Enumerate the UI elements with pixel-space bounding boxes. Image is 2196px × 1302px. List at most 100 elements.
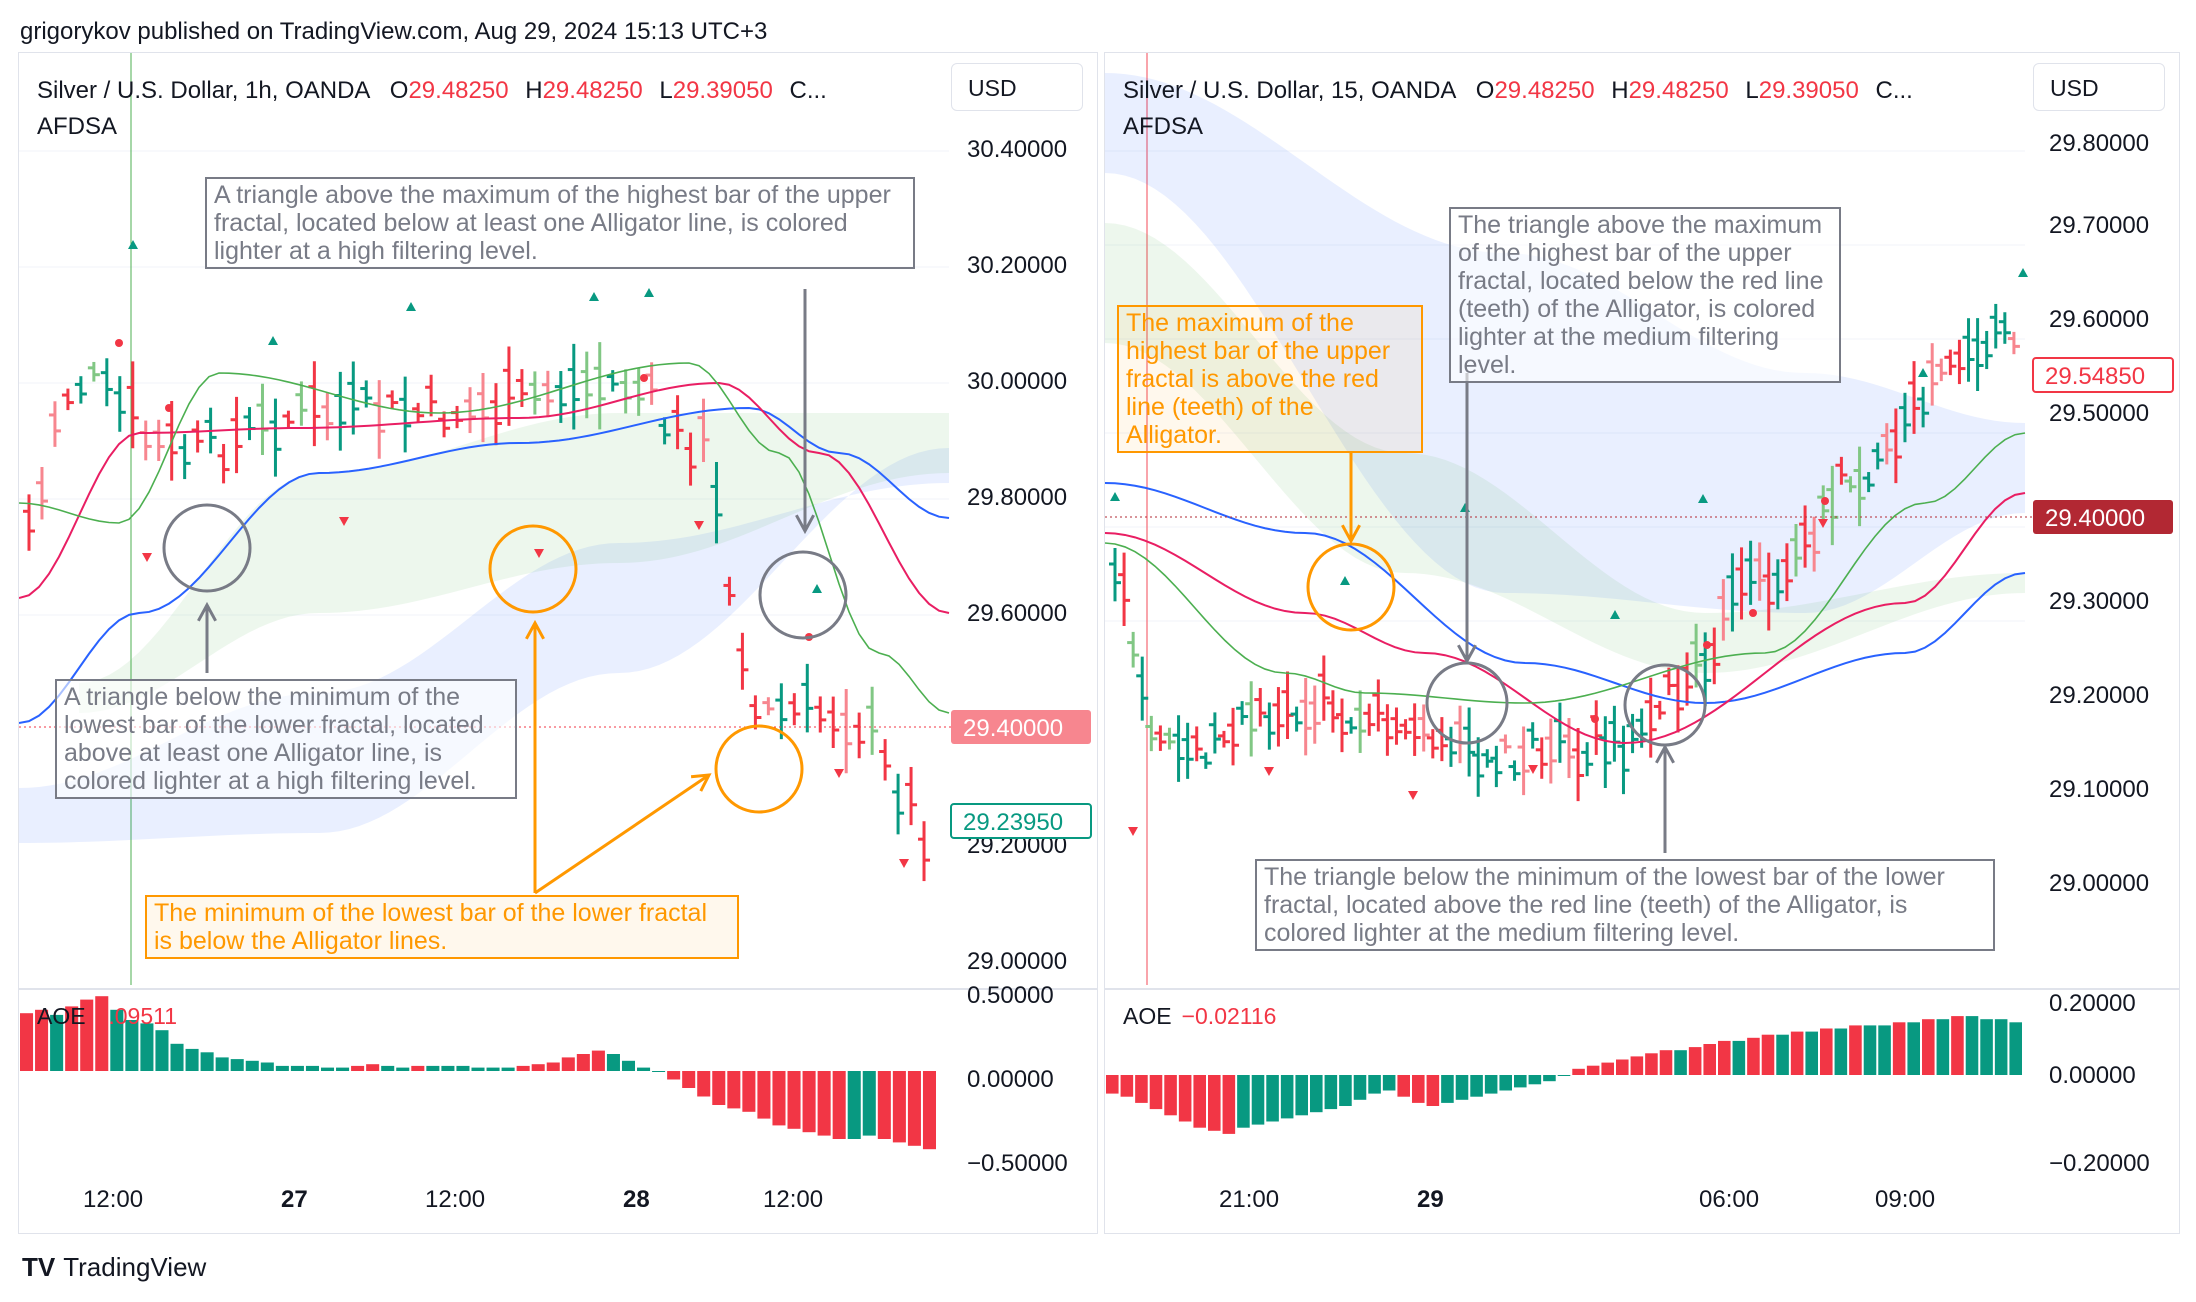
- aoe-histogram-bar: [1892, 1022, 1906, 1075]
- aoe-histogram-bar: [396, 1067, 410, 1071]
- price-axis-label: 29.60000: [967, 600, 1067, 627]
- highlight-circle-upper-fractal: [758, 550, 848, 640]
- fractal-up-triangle: [406, 302, 416, 311]
- arrow-lower-fractal-head: [1655, 743, 1675, 764]
- symbol-title[interactable]: Silver / U.S. Dollar, 15, OANDA: [1123, 77, 1456, 104]
- fractal-down-triangle: [339, 517, 349, 526]
- aoe-histogram-bar: [1455, 1075, 1469, 1100]
- aoe-histogram-bar: [1106, 1075, 1119, 1094]
- current-price-tag-bg: [2032, 357, 2174, 393]
- last-price-tag: 29.40000: [2045, 505, 2145, 532]
- publish-header: grigorykov published on TradingView.com,…: [20, 18, 768, 45]
- time-axis-label: 12:00: [763, 1186, 823, 1213]
- aoe-histogram-bar: [1951, 1016, 1964, 1075]
- highlight-circle-upper-bar: [1306, 542, 1396, 632]
- aoe-histogram-bar: [1339, 1075, 1352, 1106]
- aoe-histogram-bar: [1266, 1075, 1279, 1122]
- aoe-histogram-bar: [1820, 1028, 1833, 1075]
- signal-dot: [1821, 497, 1829, 505]
- aoe-value: −0.02116: [1181, 1003, 1277, 1029]
- aoe-histogram-bar: [1324, 1075, 1338, 1110]
- aoe-histogram-bar: [892, 1071, 906, 1143]
- price-axis-label: 29.80000: [2049, 130, 2149, 157]
- left-chart-panel[interactable]: 30.40000 30.20000 30.00000 29.80000 29.60000…: [18, 52, 1098, 1234]
- aoe-histogram-bar: [351, 1065, 365, 1071]
- logo-mark: TV: [22, 1252, 56, 1282]
- annotation-upper-fractal: A triangle above the maximum of the high…: [205, 177, 915, 269]
- price-axis-label: 29.70000: [2049, 212, 2149, 239]
- indicator-name[interactable]: AFDSA: [37, 113, 118, 140]
- aoe-histogram-bar: [667, 1071, 681, 1080]
- fractal-up-triangle: [1610, 610, 1620, 619]
- right-chart-panel[interactable]: 29.80000 29.70000 29.60000 29.50000 29.30000…: [1104, 52, 2180, 1234]
- aoe-histogram-bar: [862, 1071, 876, 1136]
- aoe-histogram-bar: [1703, 1044, 1716, 1075]
- aoe-histogram-bar: [1732, 1040, 1746, 1075]
- current-price-tag: 29.54850: [2045, 363, 2145, 390]
- low-value: 29.39050: [1758, 77, 1859, 104]
- aoe-histogram-bar: [441, 1065, 455, 1071]
- aoe-histogram-bar: [907, 1071, 921, 1146]
- aoe-histogram-bar: [531, 1064, 545, 1071]
- annotation-upper-fractal: The triangle above the maximum of the hi…: [1449, 207, 1841, 383]
- signal-dot: [115, 339, 123, 347]
- time-axis-label: 09:00: [1875, 1186, 1935, 1213]
- indicator-name[interactable]: AFDSA: [1123, 113, 1204, 140]
- aoe-histogram-bar: [305, 1065, 319, 1071]
- aoe-histogram-bar: [1572, 1068, 1585, 1075]
- aoe-histogram-bar: [486, 1067, 500, 1071]
- close-label: C...: [1875, 77, 1913, 104]
- highlight-circle-lower-extreme: [714, 724, 804, 814]
- aoe-histogram-bar: [381, 1065, 395, 1071]
- fractal-up-triangle: [2018, 268, 2028, 277]
- arrow-upper-fractal-head: [1457, 644, 1477, 665]
- aoe-histogram-bar: [50, 1014, 64, 1071]
- high-value: 29.48250: [542, 77, 643, 104]
- highlight-circle-lower-fractal: [162, 503, 252, 593]
- aoe-histogram-bar: [817, 1071, 831, 1136]
- aoe-histogram-bar: [456, 1065, 470, 1071]
- price-axis-label: 29.00000: [967, 948, 1067, 975]
- aoe-histogram-bar: [366, 1064, 380, 1071]
- price-axis-label: 29.60000: [2049, 306, 2149, 333]
- aoe-histogram-bar: [1528, 1075, 1542, 1085]
- aoe-histogram-bar: [1149, 1075, 1163, 1110]
- aoe-histogram-bar: [802, 1071, 816, 1133]
- currency-button[interactable]: USD: [2033, 63, 2165, 111]
- fractal-up-triangle: [1698, 494, 1708, 503]
- aoe-histogram-bar: [260, 1062, 274, 1071]
- aoe-histogram-bar: [320, 1067, 335, 1071]
- tradingview-logo[interactable]: TV TradingView: [22, 1252, 206, 1283]
- aoe-histogram-bar: [35, 1009, 49, 1071]
- aoe-histogram-bar: [1718, 1040, 1731, 1075]
- open-value: 29.48250: [408, 77, 509, 104]
- symbol-title[interactable]: Silver / U.S. Dollar, 1h, OANDA: [37, 77, 370, 104]
- fractal-down-triangle: [834, 769, 844, 778]
- aoe-histogram-bar: [1965, 1016, 1979, 1075]
- aoe-legend: AOE 0.09511: [37, 1003, 177, 1030]
- fractal-up-triangle: [128, 240, 138, 249]
- aoe-histogram-bar: [697, 1071, 711, 1097]
- aoe-histogram-bar: [1222, 1075, 1236, 1134]
- arrow-lower-extreme: [534, 773, 710, 895]
- signal-dot: [1591, 715, 1599, 723]
- annotation-upper-above-teeth: The maximum of the highest bar of the up…: [1117, 305, 1423, 453]
- last-price-tag-bg: [951, 710, 1091, 744]
- currency-button[interactable]: USD: [951, 63, 1083, 111]
- aoe-value: 0.09511: [95, 1003, 178, 1029]
- price-axis-label: 30.40000: [967, 136, 1067, 163]
- aoe-histogram-bar: [757, 1071, 771, 1119]
- aoe-histogram-bar: [1470, 1075, 1483, 1097]
- aoe-histogram-bar: [1994, 1019, 2008, 1075]
- price-axis-label: 30.20000: [967, 252, 1067, 279]
- aoe-label: AOE: [1123, 1003, 1172, 1029]
- logo-text: TradingView: [63, 1252, 207, 1282]
- aoe-histogram-bar: [1382, 1075, 1396, 1091]
- aoe-histogram-bar: [1164, 1075, 1177, 1116]
- aoe-histogram-bar: [832, 1071, 846, 1139]
- fractal-up-triangle: [644, 288, 654, 297]
- aoe-histogram-bar: [1237, 1075, 1250, 1128]
- aoe-histogram-bar: [772, 1071, 786, 1126]
- open-label: O: [1475, 77, 1495, 104]
- aoe-histogram-bar: [110, 1009, 124, 1071]
